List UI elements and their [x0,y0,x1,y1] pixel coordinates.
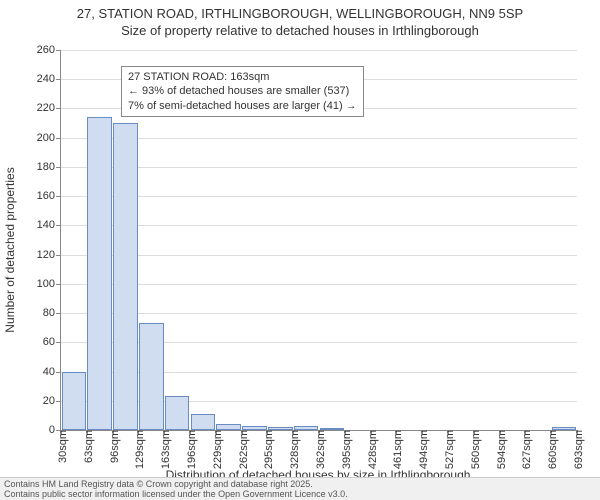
y-tick-label: 20 [43,395,61,407]
y-tick-label: 100 [37,278,61,290]
x-tick-label: 63sqm [79,430,95,463]
histogram-bar [62,372,87,430]
x-tick-label: 627sqm [517,430,533,469]
footer-line-1: Contains HM Land Registry data © Crown c… [4,479,596,489]
footer-line-2: Contains public sector information licen… [4,489,596,499]
y-tick-label: 80 [43,307,61,319]
y-tick-label: 40 [43,366,61,378]
x-tick-label: 693sqm [569,430,585,469]
annotation-line-2: ← 93% of detached houses are smaller (53… [128,84,357,98]
annotation-line-3: 7% of semi-detached houses are larger (4… [128,99,357,113]
x-tick-label: 494sqm [414,430,430,469]
x-tick-label: 560sqm [466,430,482,469]
grid-line [61,196,577,197]
x-tick-label: 461sqm [388,430,404,469]
grid-line [61,313,577,314]
y-tick-label: 220 [37,102,61,114]
x-tick-label: 527sqm [440,430,456,469]
y-tick-label: 120 [37,249,61,261]
grid-line [61,138,577,139]
x-tick-label: 262sqm [234,430,250,469]
title-line-2: Size of property relative to detached ho… [0,23,600,40]
grid-line [61,50,577,51]
x-tick-label: 328sqm [285,430,301,469]
histogram-bar [87,117,112,430]
title-line-1: 27, STATION ROAD, IRTHLINGBOROUGH, WELLI… [0,6,600,23]
y-tick-label: 260 [37,44,61,56]
x-tick-label: 30sqm [53,430,69,463]
histogram-bar [139,323,164,430]
y-tick-label: 240 [37,73,61,85]
x-tick-label: 163sqm [156,430,172,469]
histogram-bar [165,396,190,430]
y-tick-label: 200 [37,132,61,144]
grid-line [61,284,577,285]
grid-line [61,255,577,256]
x-tick-label: 129sqm [130,430,146,469]
annotation-box: 27 STATION ROAD: 163sqm ← 93% of detache… [121,66,364,117]
grid-line [61,225,577,226]
y-axis-label: Number of detached properties [3,167,17,332]
x-tick-label: 428sqm [363,430,379,469]
y-tick-label: 180 [37,161,61,173]
x-tick-label: 96sqm [105,430,121,463]
annotation-line-1: 27 STATION ROAD: 163sqm [128,70,357,84]
y-tick-label: 60 [43,336,61,348]
chart-container: 27, STATION ROAD, IRTHLINGBOROUGH, WELLI… [0,0,600,500]
histogram-bar [191,414,216,430]
x-tick-label: 196sqm [182,430,198,469]
x-tick-label: 362sqm [311,430,327,469]
x-tick-label: 395sqm [337,430,353,469]
x-tick-label: 229sqm [208,430,224,469]
y-tick-label: 160 [37,190,61,202]
histogram-bar [113,123,138,430]
footer-attribution: Contains HM Land Registry data © Crown c… [0,477,600,500]
x-tick-label: 295sqm [259,430,275,469]
plot-area: 020406080100120140160180200220240260 30s… [60,50,577,431]
grid-line [61,167,577,168]
y-tick-label: 140 [37,219,61,231]
chart-title: 27, STATION ROAD, IRTHLINGBOROUGH, WELLI… [0,6,600,40]
x-tick-label: 660sqm [543,430,559,469]
x-tick-label: 594sqm [492,430,508,469]
